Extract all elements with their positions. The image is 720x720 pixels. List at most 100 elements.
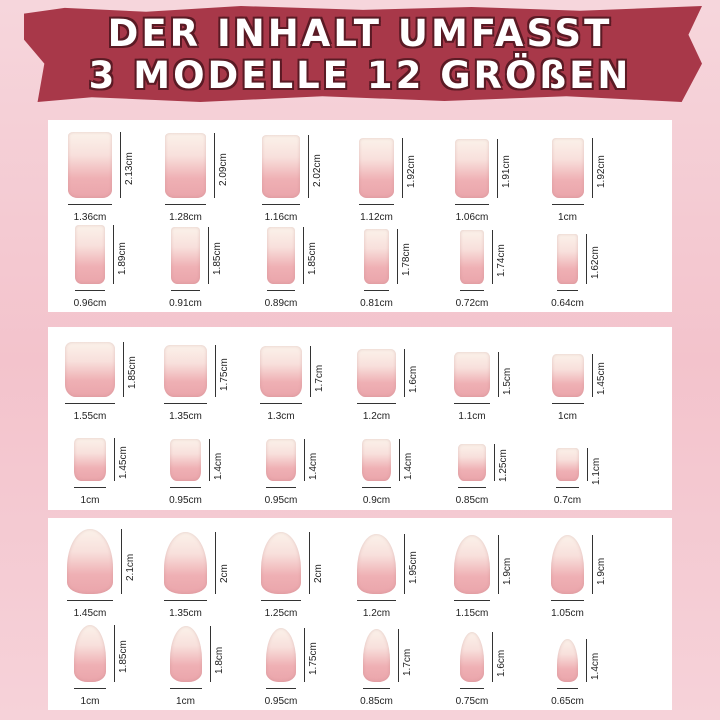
nail-tip-coffin — [266, 226, 296, 284]
height-measure-line — [403, 533, 405, 594]
width-label: 0.96cm — [73, 298, 107, 309]
width-measure-line — [454, 403, 490, 404]
height-label: 1.25cm — [497, 449, 509, 483]
nail-tip-coffin — [358, 138, 395, 198]
width-measure-line — [170, 290, 201, 291]
width-measure-line — [68, 204, 112, 205]
height-label: 1.92cm — [595, 155, 607, 189]
height-measure-line — [309, 346, 311, 397]
width-measure-line — [362, 487, 391, 488]
nail-tip-almond — [557, 638, 578, 682]
nail-tip-square — [163, 344, 208, 397]
height-label: 1.89cm — [117, 241, 129, 275]
nail-tip-coffin — [460, 230, 484, 284]
height-label: 1.4cm — [402, 452, 414, 480]
height-label: 1.9cm — [596, 557, 608, 585]
height-label: 1.5cm — [501, 367, 513, 395]
width-measure-line — [453, 600, 491, 601]
height-measure-line — [215, 344, 217, 397]
width-measure-line — [169, 688, 202, 689]
width-label: 1.35cm — [169, 411, 202, 422]
height-measure-line — [113, 225, 115, 284]
width-label: 1.15cm — [455, 608, 489, 619]
nail-tip-almond — [453, 535, 491, 594]
width-measure-line — [556, 487, 579, 488]
width-label: 1cm — [558, 212, 577, 223]
height-label: 1.9cm — [502, 557, 514, 585]
height-label: 2.1cm — [125, 554, 137, 582]
height-label: 1.4cm — [589, 653, 601, 681]
height-label: 2.13cm — [123, 152, 135, 185]
width-label: 0.75cm — [455, 696, 489, 707]
height-label: 2cm — [219, 564, 231, 583]
width-measure-line — [458, 487, 486, 488]
width-label: 0.95cm — [169, 495, 202, 506]
height-measure-line — [586, 448, 588, 481]
height-measure-line — [208, 226, 210, 284]
height-measure-line — [397, 228, 399, 284]
height-label: 1.6cm — [496, 649, 507, 678]
width-label: 0.72cm — [455, 298, 489, 309]
height-label: 1.92cm — [406, 155, 418, 189]
height-measure-line — [114, 437, 115, 481]
height-measure-line — [213, 133, 215, 198]
height-label: 1.91cm — [500, 155, 512, 189]
height-label: 2cm — [313, 564, 324, 583]
width-measure-line — [262, 204, 300, 205]
width-measure-line — [170, 487, 201, 488]
height-measure-line — [119, 131, 121, 198]
width-label: 1.16cm — [264, 212, 298, 223]
nail-tip-almond — [362, 629, 391, 682]
height-label: 1.1cm — [590, 457, 602, 485]
width-label: 1cm — [80, 495, 100, 506]
nail-tip-coffin — [68, 131, 112, 198]
width-measure-line — [557, 688, 578, 689]
nail-tip-square — [265, 439, 297, 481]
height-measure-line — [402, 138, 404, 198]
nail-tip-square — [65, 341, 115, 397]
height-measure-line — [304, 627, 306, 682]
width-measure-line — [163, 600, 208, 601]
nail-tip-almond — [261, 532, 301, 594]
width-label: 0.85cm — [455, 495, 489, 506]
title-line-2: 3 MODELLE 12 GRÖßEN — [88, 54, 632, 97]
width-label: 1.55cm — [73, 411, 107, 422]
height-label: 2.09cm — [217, 152, 229, 186]
width-measure-line — [265, 487, 297, 488]
width-measure-line — [74, 487, 106, 488]
width-measure-line — [460, 290, 484, 291]
nail-tip-almond — [460, 632, 484, 682]
height-measure-line — [309, 532, 310, 594]
height-label: 1.45cm — [118, 446, 129, 480]
width-measure-line — [66, 600, 114, 601]
height-measure-line — [114, 624, 115, 682]
height-measure-line — [585, 638, 587, 682]
width-label: 0.89cm — [264, 298, 298, 309]
panel-almond-sizes: 2.1cm 1.45cm 2cm 1.35cm 2cm 1.25cm 1.95cm 1.2cm… — [48, 518, 672, 710]
width-measure-line — [165, 204, 206, 205]
height-measure-line — [209, 626, 211, 682]
width-label: 1.3cm — [267, 411, 295, 422]
nail-tip-square — [357, 349, 396, 397]
width-label: 1.2cm — [362, 608, 391, 619]
height-label: 1.45cm — [595, 362, 607, 396]
height-measure-line — [592, 535, 594, 594]
nail-tip-almond — [357, 533, 396, 594]
width-measure-line — [362, 688, 391, 689]
nail-tip-coffin — [74, 225, 106, 284]
width-label: 0.95cm — [264, 696, 298, 707]
nail-tip-coffin — [170, 226, 201, 284]
height-measure-line — [403, 349, 405, 397]
width-measure-line — [363, 290, 390, 291]
height-label: 1.74cm — [495, 244, 507, 278]
nail-tip-square — [556, 448, 579, 481]
nail-tip-square — [362, 439, 391, 481]
title-line-1: DER INHALT UMFASST — [107, 12, 613, 55]
height-label: 2.02cm — [311, 153, 323, 187]
nail-tip-coffin — [455, 138, 489, 198]
nail-tip-square — [74, 437, 106, 481]
nail-tip-almond — [66, 528, 114, 594]
height-label: 1.6cm — [407, 365, 419, 393]
nail-tip-coffin — [363, 228, 390, 284]
width-label: 0.81cm — [360, 298, 393, 309]
